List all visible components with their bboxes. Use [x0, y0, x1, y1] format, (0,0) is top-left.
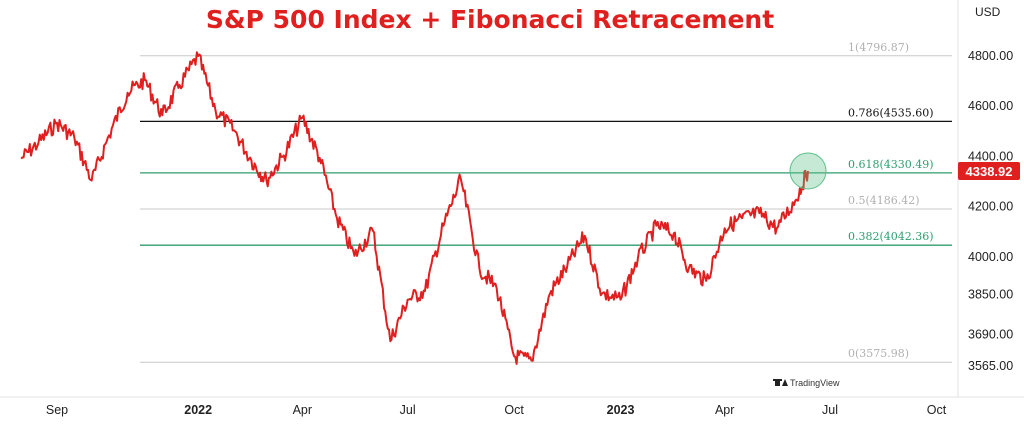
fib-label-0-786: 0.786(4535.60)	[848, 106, 934, 119]
x-tick-label: Jul	[822, 403, 838, 417]
tradingview-logo-icon	[773, 379, 788, 386]
chart-title: S&P 500 Index + Fibonacci Retracement	[206, 5, 774, 34]
y-tick-label: 4200.00	[968, 200, 1013, 214]
fib-label-0: 0(3575.98)	[848, 347, 909, 360]
x-tick-label: Apr	[293, 403, 312, 417]
y-tick-label: 4000.00	[968, 250, 1013, 264]
fibonacci-levels	[140, 55, 952, 363]
y-tick-label: 3565.00	[968, 359, 1013, 373]
fib-label-0-5: 0.5(4186.42)	[848, 194, 920, 207]
last-price-value: 4338.92	[966, 164, 1013, 179]
y-tick-label: 4600.00	[968, 99, 1013, 113]
x-tick-label: Oct	[504, 403, 524, 417]
y-tick-label: 4800.00	[968, 49, 1013, 63]
y-tick-label: 3690.00	[968, 328, 1013, 342]
x-tick-label: Jul	[400, 403, 416, 417]
time-axis[interactable]: Sep 2022 Apr Jul Oct 2023 Apr Jul Oct	[46, 403, 947, 417]
fib-label-1: 1(4796.87)	[848, 41, 909, 54]
last-price-badge: 4338.92	[958, 161, 1020, 180]
price-line	[20, 51, 809, 365]
fibonacci-labels: 1(4796.87) 0.786(4535.60) 0.618(4330.49) 0.…	[848, 41, 934, 360]
x-tick-label: 2023	[607, 403, 635, 417]
x-tick-label: Sep	[46, 403, 68, 417]
fib-label-0-618: 0.618(4330.49)	[848, 158, 934, 171]
x-tick-label: Oct	[927, 403, 947, 417]
y-tick-label: 3850.00	[968, 287, 1013, 301]
fib-label-0-382: 0.382(4042.36)	[848, 230, 934, 243]
tradingview-brand-text: TradingView	[790, 378, 840, 388]
x-tick-label: 2022	[184, 403, 212, 417]
price-series	[20, 51, 809, 365]
price-axis[interactable]: 4800.00 4600.00 4400.00 4200.00 4000.00 3850.…	[968, 49, 1013, 373]
price-unit-label: USD	[975, 5, 1001, 19]
tradingview-watermark[interactable]: TradingView	[773, 378, 840, 388]
x-tick-label: Apr	[715, 403, 734, 417]
last-price-badge-bg	[958, 161, 1020, 180]
y-tick-label: 4400.00	[968, 149, 1013, 163]
highlight-circle	[789, 152, 827, 190]
highlight	[789, 152, 827, 190]
